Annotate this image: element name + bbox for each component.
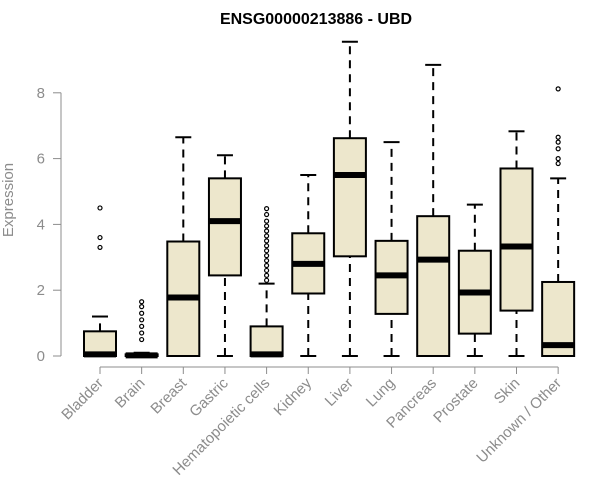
box-brain xyxy=(124,299,159,359)
outlier-point xyxy=(139,299,145,305)
outlier-point xyxy=(264,262,270,269)
outlier-point xyxy=(97,234,103,241)
outlier-point xyxy=(264,272,270,278)
outlier-point xyxy=(264,267,270,274)
y-tick-label: 6 xyxy=(37,151,45,168)
outlier-point xyxy=(139,323,145,329)
box-unknown-other xyxy=(541,86,576,358)
outlier-point xyxy=(264,277,270,283)
outlier-point xyxy=(264,248,270,254)
outlier-point xyxy=(97,205,103,211)
outlier-point xyxy=(139,336,145,343)
y-tick-label: 2 xyxy=(37,282,45,299)
box-body xyxy=(416,215,451,357)
outlier-point xyxy=(139,330,145,336)
outlier-point xyxy=(264,206,270,212)
outlier-point xyxy=(555,146,561,152)
boxes xyxy=(83,40,576,359)
x-tick-label: Kidney xyxy=(271,374,316,419)
outlier-point xyxy=(555,156,561,162)
outlier-point xyxy=(264,257,270,264)
y-ticks: 0 2 4 6 8 xyxy=(37,85,61,365)
x-tick-label: Breast xyxy=(147,374,190,417)
outlier-point xyxy=(139,304,145,310)
outlier-point xyxy=(264,228,270,234)
chart-title: ENSG00000213886 - UBD xyxy=(220,11,412,28)
outlier-point xyxy=(555,139,561,145)
y-tick-label: 4 xyxy=(37,216,45,233)
y-axis-label: Expression xyxy=(0,163,17,237)
y-tick-label: 8 xyxy=(37,85,45,102)
x-tick-label: Skin xyxy=(491,375,524,408)
outlier-point xyxy=(264,211,270,218)
box-kidney xyxy=(291,174,326,357)
outlier-point xyxy=(555,86,561,92)
outlier-point xyxy=(139,310,145,316)
box-body xyxy=(249,325,284,358)
outlier-point xyxy=(264,243,270,249)
x-tick-label: Brain xyxy=(112,375,149,412)
outlier-point xyxy=(264,233,270,239)
outlier-point xyxy=(264,253,270,259)
outlier-point xyxy=(264,223,270,229)
box-breast xyxy=(166,136,201,357)
y-tick-label: 0 xyxy=(37,348,45,365)
box-body xyxy=(207,177,242,277)
box-liver xyxy=(332,40,367,357)
box-hematopoietic-cells xyxy=(249,206,284,358)
x-tick-label: Lung xyxy=(363,375,399,411)
box-body xyxy=(332,137,367,258)
outlier-point xyxy=(264,218,270,224)
box-lung xyxy=(374,141,409,357)
box-pancreas xyxy=(416,63,451,357)
outlier-point xyxy=(264,238,270,244)
box-skin xyxy=(499,130,534,357)
outlier-point xyxy=(555,160,561,167)
box-bladder xyxy=(83,205,117,358)
x-tick-label: Liver xyxy=(322,375,357,410)
box-prostate xyxy=(457,203,492,357)
x-tick-label: Prostate xyxy=(430,375,482,427)
x-tick-label: Bladder xyxy=(58,375,107,424)
outlier-point xyxy=(97,244,103,251)
box-gastric xyxy=(207,154,242,357)
box-body xyxy=(499,167,534,312)
outlier-point xyxy=(139,317,145,323)
outlier-point xyxy=(555,134,561,140)
